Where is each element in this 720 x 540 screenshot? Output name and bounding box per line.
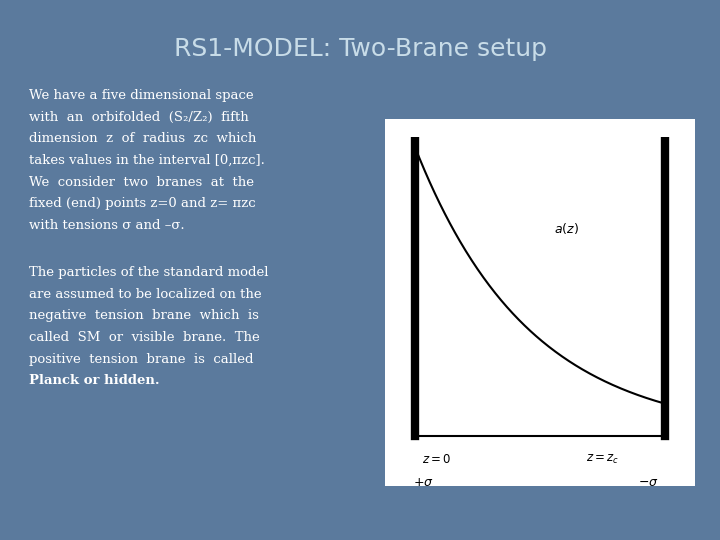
Text: fixed (end) points z=0 and z= πzᴄ: fixed (end) points z=0 and z= πzᴄ bbox=[29, 197, 256, 210]
Text: The particles of the standard model: The particles of the standard model bbox=[29, 266, 269, 279]
Text: $a(z)$: $a(z)$ bbox=[554, 221, 579, 236]
Text: We have a five dimensional space: We have a five dimensional space bbox=[29, 89, 253, 102]
Text: $z=z_c$: $z=z_c$ bbox=[585, 453, 618, 465]
Text: takes values in the interval [0,πzᴄ].: takes values in the interval [0,πzᴄ]. bbox=[29, 154, 265, 167]
Text: are assumed to be localized on the: are assumed to be localized on the bbox=[29, 288, 261, 301]
Text: $+\sigma$: $+\sigma$ bbox=[413, 476, 434, 489]
Text: positive  tension  brane  is  called: positive tension brane is called bbox=[29, 353, 253, 366]
Text: dimension  z  of  radius  zᴄ  which: dimension z of radius zᴄ which bbox=[29, 132, 256, 145]
Text: with tensions σ and –σ.: with tensions σ and –σ. bbox=[29, 219, 184, 232]
Text: We  consider  two  branes  at  the: We consider two branes at the bbox=[29, 176, 254, 188]
Text: called  SM  or  visible  brane.  The: called SM or visible brane. The bbox=[29, 331, 259, 344]
Text: $-\sigma$: $-\sigma$ bbox=[638, 476, 659, 489]
Text: negative  tension  brane  which  is: negative tension brane which is bbox=[29, 309, 258, 322]
Bar bbox=[385, 119, 695, 486]
Text: Planck or hidden.: Planck or hidden. bbox=[29, 374, 159, 387]
Text: with  an  orbifolded  (S₂/Z₂)  fifth: with an orbifolded (S₂/Z₂) fifth bbox=[29, 111, 248, 124]
Text: RS1-MODEL: Two-Brane setup: RS1-MODEL: Two-Brane setup bbox=[174, 37, 546, 60]
Text: $z=0$: $z=0$ bbox=[422, 453, 451, 465]
